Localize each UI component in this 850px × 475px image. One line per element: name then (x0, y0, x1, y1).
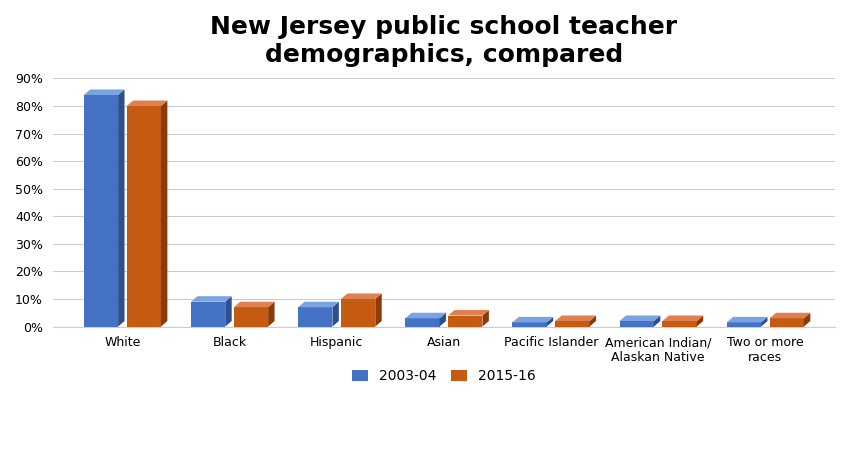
Polygon shape (161, 101, 167, 326)
Polygon shape (513, 317, 553, 323)
Polygon shape (376, 294, 382, 326)
Legend: 2003-04, 2015-16: 2003-04, 2015-16 (346, 364, 541, 389)
Polygon shape (727, 323, 761, 326)
Polygon shape (268, 302, 275, 326)
Polygon shape (769, 318, 804, 326)
Polygon shape (727, 317, 768, 323)
Polygon shape (84, 95, 118, 326)
Polygon shape (127, 101, 167, 106)
Polygon shape (555, 321, 590, 326)
Polygon shape (191, 302, 225, 326)
Polygon shape (191, 296, 232, 302)
Polygon shape (298, 307, 332, 326)
Polygon shape (654, 315, 660, 326)
Polygon shape (513, 323, 547, 326)
Polygon shape (405, 313, 446, 318)
Polygon shape (341, 294, 382, 299)
Polygon shape (590, 315, 596, 326)
Polygon shape (448, 315, 483, 326)
Polygon shape (439, 313, 446, 326)
Polygon shape (662, 321, 697, 326)
Polygon shape (127, 106, 161, 326)
Polygon shape (620, 315, 660, 321)
Polygon shape (761, 317, 768, 326)
Polygon shape (620, 321, 654, 326)
Polygon shape (332, 302, 339, 326)
Polygon shape (118, 89, 124, 326)
Polygon shape (225, 296, 232, 326)
Polygon shape (547, 317, 553, 326)
Polygon shape (84, 89, 124, 95)
Polygon shape (405, 318, 439, 326)
Polygon shape (234, 302, 275, 307)
Polygon shape (483, 310, 489, 326)
Polygon shape (804, 313, 810, 326)
Polygon shape (448, 310, 489, 315)
Polygon shape (234, 307, 268, 326)
Polygon shape (341, 299, 376, 326)
Polygon shape (555, 315, 596, 321)
Polygon shape (298, 302, 339, 307)
Title: New Jersey public school teacher
demographics, compared: New Jersey public school teacher demogra… (210, 15, 677, 67)
Polygon shape (662, 315, 703, 321)
Polygon shape (697, 315, 703, 326)
Polygon shape (769, 313, 810, 318)
